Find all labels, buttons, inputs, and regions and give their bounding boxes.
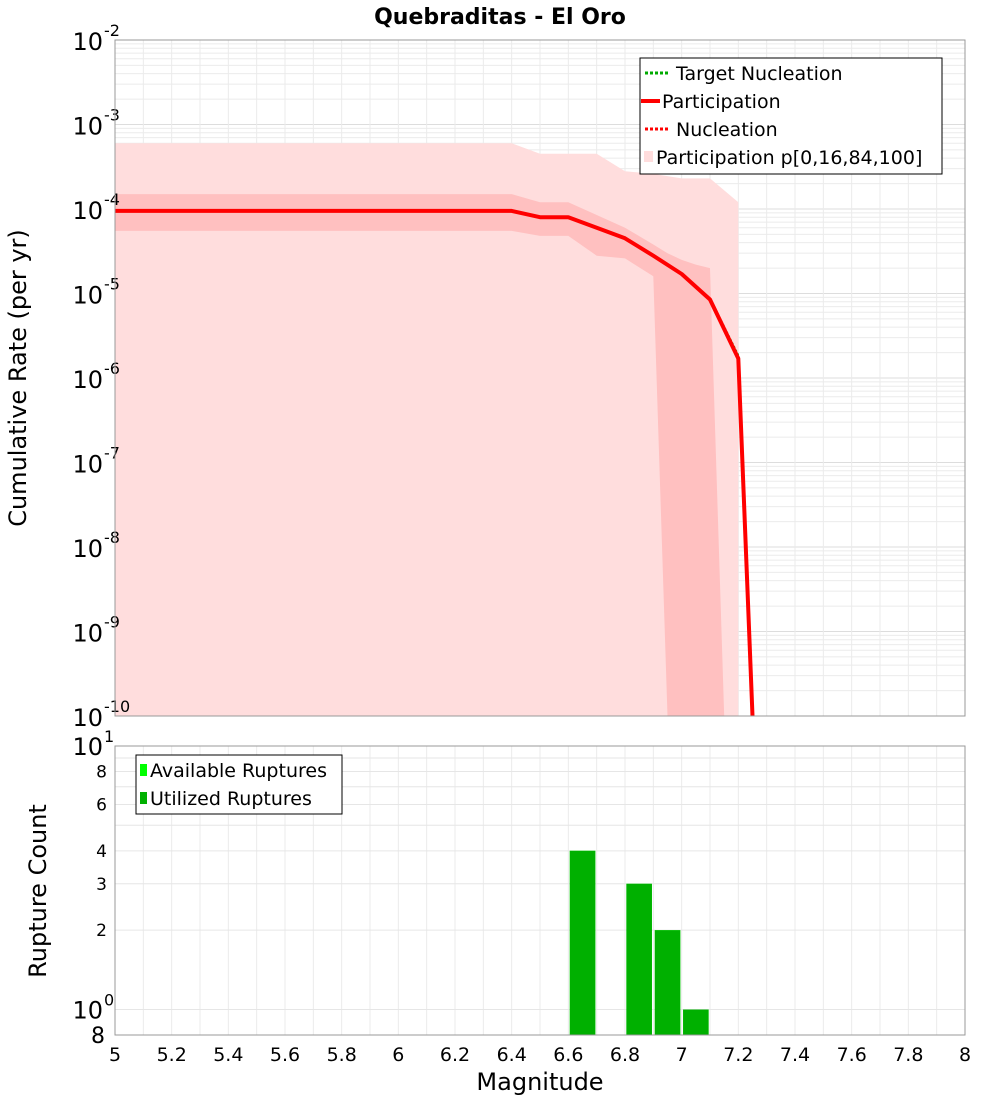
rate-y-tick-label: 10 [72, 366, 103, 394]
rupture-y-tick-label: 3 [96, 875, 107, 895]
rupture-y-tick-label: 8 [91, 1024, 105, 1049]
bar-utilized-ruptures [683, 1009, 709, 1035]
rate-y-tick-label: 10 [72, 197, 103, 225]
rupture-y-tick-label: 6 [96, 795, 107, 815]
rate-y-tick-label: 10 [72, 704, 103, 732]
x-tick-label: 8 [959, 1044, 971, 1066]
rate-plot-lines [115, 208, 755, 717]
rate-y-tick-exponent: -6 [104, 359, 120, 378]
x-tick-label: 5.2 [157, 1044, 187, 1066]
x-tick-label: 7.4 [780, 1044, 810, 1066]
rate-y-tick-exponent: -4 [104, 190, 120, 209]
rate-plot-legend: Target Nucleation Participation Nucleati… [639, 57, 943, 175]
x-tick-label: 5 [109, 1044, 121, 1066]
bar-utilized-ruptures [626, 883, 652, 1035]
bar-utilized-ruptures [654, 930, 681, 1035]
rupture-plot-frame [114, 745, 966, 1036]
rate-y-tick-exponent: -7 [104, 444, 120, 463]
rate-y-tick-label: 10 [72, 535, 103, 563]
x-tick-label: 6.6 [553, 1044, 583, 1066]
x-tick-label: 5.6 [270, 1044, 300, 1066]
chart-title: Quebraditas - El Oro [374, 5, 626, 30]
rate-y-tick-label: 10 [72, 451, 103, 479]
series-line-nucleation [115, 209, 754, 717]
legend-swatch-available-ruptures [140, 764, 147, 776]
legend-label-participation-band: Participation p[0,16,84,100] [656, 147, 922, 169]
x-tick-label: 7.8 [893, 1044, 923, 1066]
x-tick-label: 5.4 [213, 1044, 243, 1066]
x-tick-label: 7.2 [723, 1044, 753, 1066]
y-axis-label-count: Rupture Count [24, 804, 52, 978]
rate-y-tick-exponent: -5 [104, 275, 120, 294]
legend-swatch-utilized-ruptures [140, 792, 147, 804]
x-tick-label: 7.6 [837, 1044, 867, 1066]
x-tick-label: 6.4 [497, 1044, 527, 1066]
rupture-y-tick-label: 10 [72, 997, 103, 1025]
rate-y-tick-exponent: -3 [104, 106, 120, 125]
x-axis-label: Magnitude [476, 1068, 603, 1096]
x-tick-label: 7 [676, 1044, 688, 1066]
x-tick-label: 6 [392, 1044, 404, 1066]
rupture-legend-box [135, 754, 343, 815]
rupture-plot-bars [569, 850, 709, 1035]
rate-plot-frame [114, 39, 966, 717]
rate-plot-bands [115, 143, 739, 717]
legend-label-participation: Participation [662, 91, 781, 113]
rupture-plot-legend: Available Ruptures Utilized Ruptures [135, 754, 343, 815]
legend-swatch-participation-band [644, 151, 653, 162]
x-tick-label: 6.8 [610, 1044, 640, 1066]
rate-y-tick-exponent: -10 [104, 697, 130, 716]
rate-y-tick-label: 10 [72, 113, 103, 141]
x-tick-label: 6.2 [440, 1044, 470, 1066]
rate-legend-box [639, 57, 943, 175]
rupture-y-tick-exponent: 0 [104, 991, 114, 1010]
legend-label-available-ruptures: Available Ruptures [150, 760, 327, 782]
rupture-y-tick-exponent: 1 [104, 727, 114, 746]
rupture-y-tick-label: 10 [72, 733, 103, 761]
rupture-y-tick-label: 2 [96, 921, 107, 941]
bar-utilized-ruptures [569, 850, 596, 1035]
legend-label-nucleation: Nucleation [676, 119, 778, 141]
uncertainty-band-outer [115, 143, 739, 716]
rupture-y-tick-label: 4 [96, 842, 107, 862]
rate-y-tick-exponent: -2 [104, 21, 120, 40]
x-tick-label: 5.8 [327, 1044, 357, 1066]
rate-y-tick-label: 10 [72, 282, 103, 310]
rupture-y-tick-label: 8 [96, 763, 107, 783]
y-axis-label-rate: Cumulative Rate (per yr) [4, 229, 32, 527]
legend-label-target-nucleation: Target Nucleation [675, 63, 843, 85]
x-axis-ticks: 5 5.2 5.4 5.6 5.8 6 6.2 6.4 6.6 6.8 7 7.2 7.4 7.6 7.8 8 [109, 1044, 971, 1066]
rate-y-tick-exponent: -8 [104, 528, 120, 547]
rate-y-tick-label: 10 [72, 620, 103, 648]
rate-y-tick-label: 10 [72, 28, 103, 56]
legend-label-utilized-ruptures: Utilized Ruptures [150, 788, 312, 810]
rate-y-tick-exponent: -9 [104, 613, 120, 632]
